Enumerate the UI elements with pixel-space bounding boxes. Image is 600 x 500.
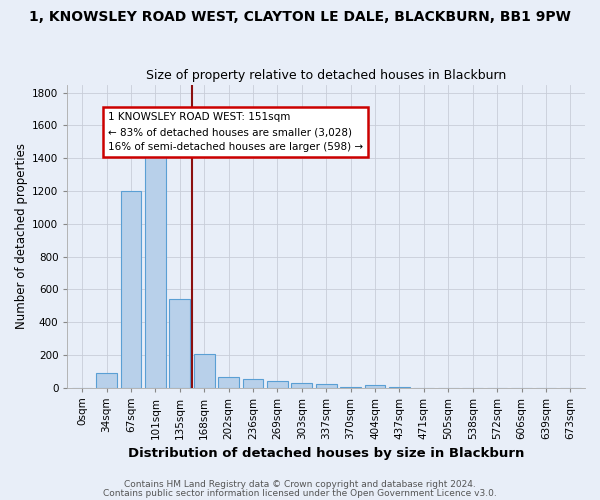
Bar — [316, 384, 337, 388]
Bar — [169, 299, 190, 388]
Bar — [340, 386, 361, 388]
Bar — [218, 377, 239, 388]
X-axis label: Distribution of detached houses by size in Blackburn: Distribution of detached houses by size … — [128, 447, 524, 460]
Bar — [242, 380, 263, 388]
Bar — [292, 383, 312, 388]
Bar — [365, 385, 385, 388]
Text: Contains HM Land Registry data © Crown copyright and database right 2024.: Contains HM Land Registry data © Crown c… — [124, 480, 476, 489]
Text: 1, KNOWSLEY ROAD WEST, CLAYTON LE DALE, BLACKBURN, BB1 9PW: 1, KNOWSLEY ROAD WEST, CLAYTON LE DALE, … — [29, 10, 571, 24]
Bar — [121, 191, 141, 388]
Y-axis label: Number of detached properties: Number of detached properties — [15, 143, 28, 329]
Bar — [145, 150, 166, 388]
Text: Contains public sector information licensed under the Open Government Licence v3: Contains public sector information licen… — [103, 488, 497, 498]
Bar — [194, 354, 215, 388]
Text: 1 KNOWSLEY ROAD WEST: 151sqm
← 83% of detached houses are smaller (3,028)
16% of: 1 KNOWSLEY ROAD WEST: 151sqm ← 83% of de… — [108, 112, 363, 152]
Bar — [96, 373, 117, 388]
Title: Size of property relative to detached houses in Blackburn: Size of property relative to detached ho… — [146, 69, 506, 82]
Bar — [267, 381, 288, 388]
